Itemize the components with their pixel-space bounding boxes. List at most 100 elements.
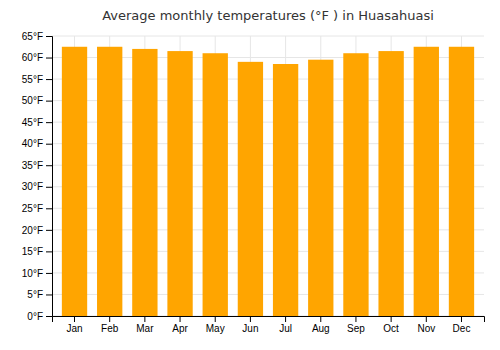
chart-container: Jan Feb Mar Apr May Jun Jul Aug Sep Oct Nov Dec 0°F 5… xyxy=(0,0,500,350)
x-tick-label: Nov xyxy=(417,323,435,334)
x-tick: Apr xyxy=(172,316,188,334)
y-tick-mark xyxy=(46,36,52,37)
grid-line xyxy=(52,36,484,37)
x-tick-mark xyxy=(144,316,145,322)
x-tick-mark xyxy=(355,316,356,322)
x-tick-label: Dec xyxy=(453,323,471,334)
y-tick: 55°F xyxy=(22,74,52,85)
x-tick-label: Jun xyxy=(242,323,258,334)
y-tick-mark xyxy=(46,273,52,274)
x-tick-label: Aug xyxy=(312,323,330,334)
title: Average monthly temperatures (°F ) in Hu… xyxy=(102,8,434,23)
y-tick-mark xyxy=(46,251,52,252)
x-tick-mark xyxy=(74,316,75,322)
y-tick-mark xyxy=(46,208,52,209)
y-tick-mark xyxy=(46,294,52,295)
bar xyxy=(414,47,439,316)
grid xyxy=(52,36,484,316)
x-tick-mark xyxy=(250,316,251,322)
bar xyxy=(238,62,263,316)
y-tick-label: 5°F xyxy=(27,289,43,300)
y-tick-mark xyxy=(46,144,52,145)
y-tick-label: 35°F xyxy=(22,160,43,171)
x-tick-label: Mar xyxy=(136,323,154,334)
x-tick-label: Sep xyxy=(347,323,365,334)
x-tick: Oct xyxy=(383,316,399,334)
y-tick-mark xyxy=(46,230,52,231)
y-tick-label: 45°F xyxy=(22,117,43,128)
y-tick-label: 55°F xyxy=(22,74,43,85)
x-tick: Dec xyxy=(453,316,471,334)
y-tick: 45°F xyxy=(22,117,52,128)
x-tick: Nov xyxy=(417,316,435,334)
bar xyxy=(132,49,157,316)
y-tick: 35°F xyxy=(22,160,52,171)
y-tick: 5°F xyxy=(27,289,52,300)
y-tick-label: 60°F xyxy=(22,52,43,63)
y-tick: 60°F xyxy=(22,52,52,63)
x-tick: Aug xyxy=(312,316,330,334)
x-tick-mark xyxy=(109,316,110,322)
x-tick-mark xyxy=(426,316,427,322)
y-tick-mark xyxy=(46,165,52,166)
x-axis-line xyxy=(53,317,485,323)
x-tick-mark xyxy=(320,316,321,322)
y-tick-label: 10°F xyxy=(22,268,43,279)
bar xyxy=(203,53,228,316)
y-axis: 0°F 5°F 10°F 15°F 20°F 25°F 30°F 35°F 40°F 45°F 50… xyxy=(22,31,53,322)
y-tick-label: 40°F xyxy=(22,138,43,149)
bar xyxy=(97,47,122,316)
bar xyxy=(62,47,87,316)
y-tick-mark xyxy=(46,101,52,102)
x-tick: Mar xyxy=(136,316,154,334)
x-tick: Sep xyxy=(347,316,365,334)
x-tick-mark xyxy=(180,316,181,322)
x-tick: Jan xyxy=(66,316,82,334)
y-tick-label: 50°F xyxy=(22,95,43,106)
bar xyxy=(273,64,298,316)
x-tick: May xyxy=(206,316,225,334)
bar xyxy=(343,53,368,316)
y-axis-line xyxy=(46,37,53,317)
x-tick-label: Jan xyxy=(66,323,82,334)
y-tick-label: 30°F xyxy=(22,181,43,192)
bar xyxy=(167,51,192,316)
y-tick: 40°F xyxy=(22,138,52,149)
bars xyxy=(62,47,474,316)
y-tick: 15°F xyxy=(22,246,52,257)
y-tick: 30°F xyxy=(22,181,52,192)
x-tick-label: Apr xyxy=(172,323,188,334)
y-tick-mark xyxy=(46,79,52,80)
y-tick-label: 20°F xyxy=(22,225,43,236)
x-tick-mark xyxy=(285,316,286,322)
y-tick-label: 25°F xyxy=(22,203,43,214)
y-tick: 50°F xyxy=(22,95,52,106)
y-tick-mark xyxy=(46,187,52,188)
bar xyxy=(378,51,403,316)
y-tick-mark xyxy=(46,122,52,123)
x-tick-label: Feb xyxy=(101,323,119,334)
y-tick-mark xyxy=(46,316,52,317)
x-tick: Jun xyxy=(242,316,258,334)
bar xyxy=(308,60,333,316)
y-tick: 65°F xyxy=(22,31,52,42)
y-tick: 25°F xyxy=(22,203,52,214)
x-tick: Jul xyxy=(279,316,292,334)
x-tick-mark xyxy=(461,316,462,322)
x-tick-mark xyxy=(391,316,392,322)
y-tick-mark xyxy=(46,58,52,59)
x-axis: Jan Feb Mar Apr May Jun Jul Aug Sep Oct Nov Dec xyxy=(53,316,485,334)
y-tick-label: 65°F xyxy=(22,31,43,42)
x-tick-label: May xyxy=(206,323,225,334)
y-tick-label: 15°F xyxy=(22,246,43,257)
x-tick-label: Jul xyxy=(279,323,292,334)
chart: Jan Feb Mar Apr May Jun Jul Aug Sep Oct Nov Dec 0°F 5… xyxy=(0,0,500,350)
y-tick: 20°F xyxy=(22,225,52,236)
y-tick-label: 0°F xyxy=(27,311,43,322)
x-tick-label: Oct xyxy=(383,323,399,334)
bar xyxy=(449,47,474,316)
x-tick: Feb xyxy=(101,316,119,334)
x-tick-mark xyxy=(215,316,216,322)
y-tick: 10°F xyxy=(22,268,52,279)
y-tick: 0°F xyxy=(27,311,52,322)
